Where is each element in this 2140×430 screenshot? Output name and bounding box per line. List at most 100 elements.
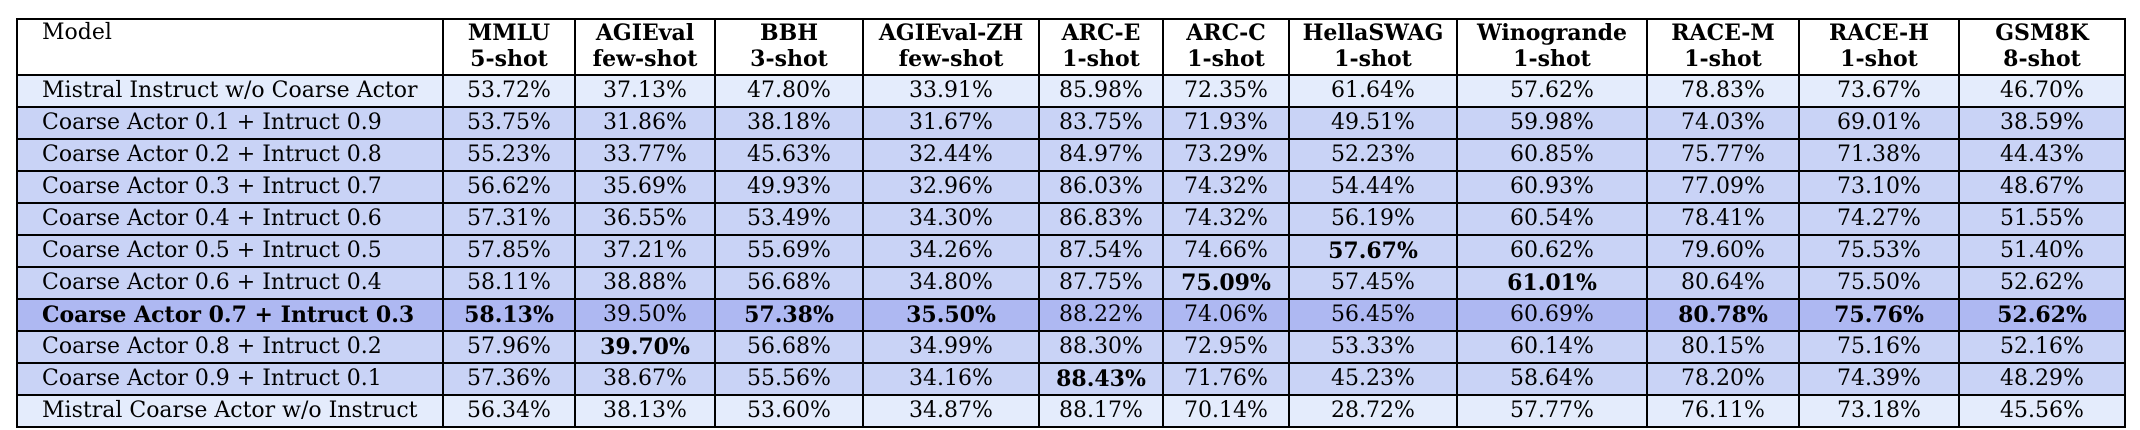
score-cell: 48.67% bbox=[1958, 170, 2126, 204]
column-setting: 1-shot bbox=[1684, 46, 1762, 72]
column-setting: 1-shot bbox=[1513, 46, 1591, 72]
score-cell: 88.43% bbox=[1038, 362, 1164, 396]
score-cell: 75.16% bbox=[1798, 330, 1960, 364]
score-cell: 74.03% bbox=[1646, 106, 1800, 140]
score-cell: 61.64% bbox=[1288, 74, 1458, 108]
score-cell: 34.87% bbox=[862, 394, 1040, 428]
score-cell: 47.80% bbox=[714, 74, 864, 108]
score-cell: 74.39% bbox=[1798, 362, 1960, 396]
score-cell: 86.03% bbox=[1038, 170, 1164, 204]
column-name: ARC-E bbox=[1061, 20, 1141, 46]
score-cell: 69.01% bbox=[1798, 106, 1960, 140]
score-cell: 78.41% bbox=[1646, 202, 1800, 236]
score-cell: 72.95% bbox=[1162, 330, 1290, 364]
score-cell: 52.62% bbox=[1958, 298, 2126, 332]
score-cell: 34.16% bbox=[862, 362, 1040, 396]
score-cell: 56.62% bbox=[442, 170, 576, 204]
score-cell: 78.20% bbox=[1646, 362, 1800, 396]
column-name: MMLU bbox=[467, 20, 551, 46]
column-name: Winogrande bbox=[1477, 20, 1627, 46]
column-name: ARC-C bbox=[1186, 20, 1266, 46]
score-cell: 73.10% bbox=[1798, 170, 1960, 204]
score-cell: 57.45% bbox=[1288, 266, 1458, 300]
score-cell: 39.50% bbox=[574, 298, 716, 332]
score-cell: 71.76% bbox=[1162, 362, 1290, 396]
score-cell: 53.60% bbox=[714, 394, 864, 428]
score-cell: 57.36% bbox=[442, 362, 576, 396]
score-cell: 39.70% bbox=[574, 330, 716, 364]
score-cell: 33.77% bbox=[574, 138, 716, 172]
score-cell: 73.29% bbox=[1162, 138, 1290, 172]
column-header-agieval-zh: AGIEval-ZH few-shot bbox=[862, 18, 1040, 76]
score-cell: 45.63% bbox=[714, 138, 864, 172]
header-row: Model MMLU 5-shot AGIEval few-shot BBH 3-shot… bbox=[16, 18, 2126, 76]
column-name: RACE-H bbox=[1829, 20, 1929, 46]
column-name: AGIEval bbox=[595, 20, 695, 46]
column-header-hellaswag: HellaSWAG 1-shot bbox=[1288, 18, 1458, 76]
score-cell: 57.31% bbox=[442, 202, 576, 236]
table-row: Coarse Actor 0.6 + Intruct 0.4 58.11% 38.8… bbox=[16, 266, 2126, 300]
score-cell: 60.62% bbox=[1456, 234, 1648, 268]
score-cell: 53.33% bbox=[1288, 330, 1458, 364]
score-cell: 75.77% bbox=[1646, 138, 1800, 172]
score-cell: 35.50% bbox=[862, 298, 1040, 332]
score-cell: 52.23% bbox=[1288, 138, 1458, 172]
score-cell: 56.19% bbox=[1288, 202, 1458, 236]
score-cell: 74.06% bbox=[1162, 298, 1290, 332]
table-row: Coarse Actor 0.8 + Intruct 0.2 57.96% 39.7… bbox=[16, 330, 2126, 364]
score-cell: 31.86% bbox=[574, 106, 716, 140]
score-cell: 71.38% bbox=[1798, 138, 1960, 172]
model-name-cell: Coarse Actor 0.5 + Intruct 0.5 bbox=[16, 234, 444, 268]
score-cell: 53.49% bbox=[714, 202, 864, 236]
score-cell: 60.54% bbox=[1456, 202, 1648, 236]
score-cell: 46.70% bbox=[1958, 74, 2126, 108]
score-cell: 38.67% bbox=[574, 362, 716, 396]
model-name-cell: Coarse Actor 0.2 + Intruct 0.8 bbox=[16, 138, 444, 172]
score-cell: 36.55% bbox=[574, 202, 716, 236]
score-cell: 71.93% bbox=[1162, 106, 1290, 140]
table-row: Coarse Actor 0.3 + Intruct 0.7 56.62% 35.6… bbox=[16, 170, 2126, 204]
column-header-gsm8k: GSM8K 8-shot bbox=[1958, 18, 2126, 76]
score-cell: 74.27% bbox=[1798, 202, 1960, 236]
score-cell: 56.34% bbox=[442, 394, 576, 428]
score-cell: 55.56% bbox=[714, 362, 864, 396]
column-header-agieval: AGIEval few-shot bbox=[574, 18, 716, 76]
score-cell: 74.32% bbox=[1162, 202, 1290, 236]
score-cell: 38.13% bbox=[574, 394, 716, 428]
score-cell: 52.16% bbox=[1958, 330, 2126, 364]
model-name-cell: Coarse Actor 0.8 + Intruct 0.2 bbox=[16, 330, 444, 364]
score-cell: 48.29% bbox=[1958, 362, 2126, 396]
results-table: Model MMLU 5-shot AGIEval few-shot BBH 3-shot… bbox=[16, 18, 2126, 428]
score-cell: 58.11% bbox=[442, 266, 576, 300]
column-setting: 8-shot bbox=[2003, 46, 2081, 72]
score-cell: 28.72% bbox=[1288, 394, 1458, 428]
score-cell: 60.14% bbox=[1456, 330, 1648, 364]
score-cell: 75.53% bbox=[1798, 234, 1960, 268]
score-cell: 79.60% bbox=[1646, 234, 1800, 268]
model-name-cell: Coarse Actor 0.9 + Intruct 0.1 bbox=[16, 362, 444, 396]
column-name: GSM8K bbox=[1995, 20, 2089, 46]
table-body: Mistral Instruct w/o Coarse Actor 53.72% 3… bbox=[16, 74, 2126, 428]
score-cell: 74.66% bbox=[1162, 234, 1290, 268]
model-name-cell: Coarse Actor 0.1 + Intruct 0.9 bbox=[16, 106, 444, 140]
score-cell: 38.88% bbox=[574, 266, 716, 300]
score-cell: 57.67% bbox=[1288, 234, 1458, 268]
column-name: RACE-M bbox=[1671, 20, 1775, 46]
score-cell: 60.69% bbox=[1456, 298, 1648, 332]
score-cell: 54.44% bbox=[1288, 170, 1458, 204]
model-name-cell: Mistral Instruct w/o Coarse Actor bbox=[16, 74, 444, 108]
table-row: Mistral Coarse Actor w/o Instruct 56.34% 3… bbox=[16, 394, 2126, 428]
score-cell: 56.45% bbox=[1288, 298, 1458, 332]
column-header-arc-e: ARC-E 1-shot bbox=[1038, 18, 1164, 76]
score-cell: 87.54% bbox=[1038, 234, 1164, 268]
results-table-container: Model MMLU 5-shot AGIEval few-shot BBH 3-shot… bbox=[16, 18, 2126, 428]
score-cell: 58.13% bbox=[442, 298, 576, 332]
score-cell: 80.64% bbox=[1646, 266, 1800, 300]
score-cell: 85.98% bbox=[1038, 74, 1164, 108]
score-cell: 78.83% bbox=[1646, 74, 1800, 108]
column-setting: 5-shot bbox=[470, 46, 548, 72]
score-cell: 34.26% bbox=[862, 234, 1040, 268]
score-cell: 88.17% bbox=[1038, 394, 1164, 428]
column-setting: few-shot bbox=[592, 46, 698, 72]
table-row: Coarse Actor 0.9 + Intruct 0.1 57.36% 38.6… bbox=[16, 362, 2126, 396]
